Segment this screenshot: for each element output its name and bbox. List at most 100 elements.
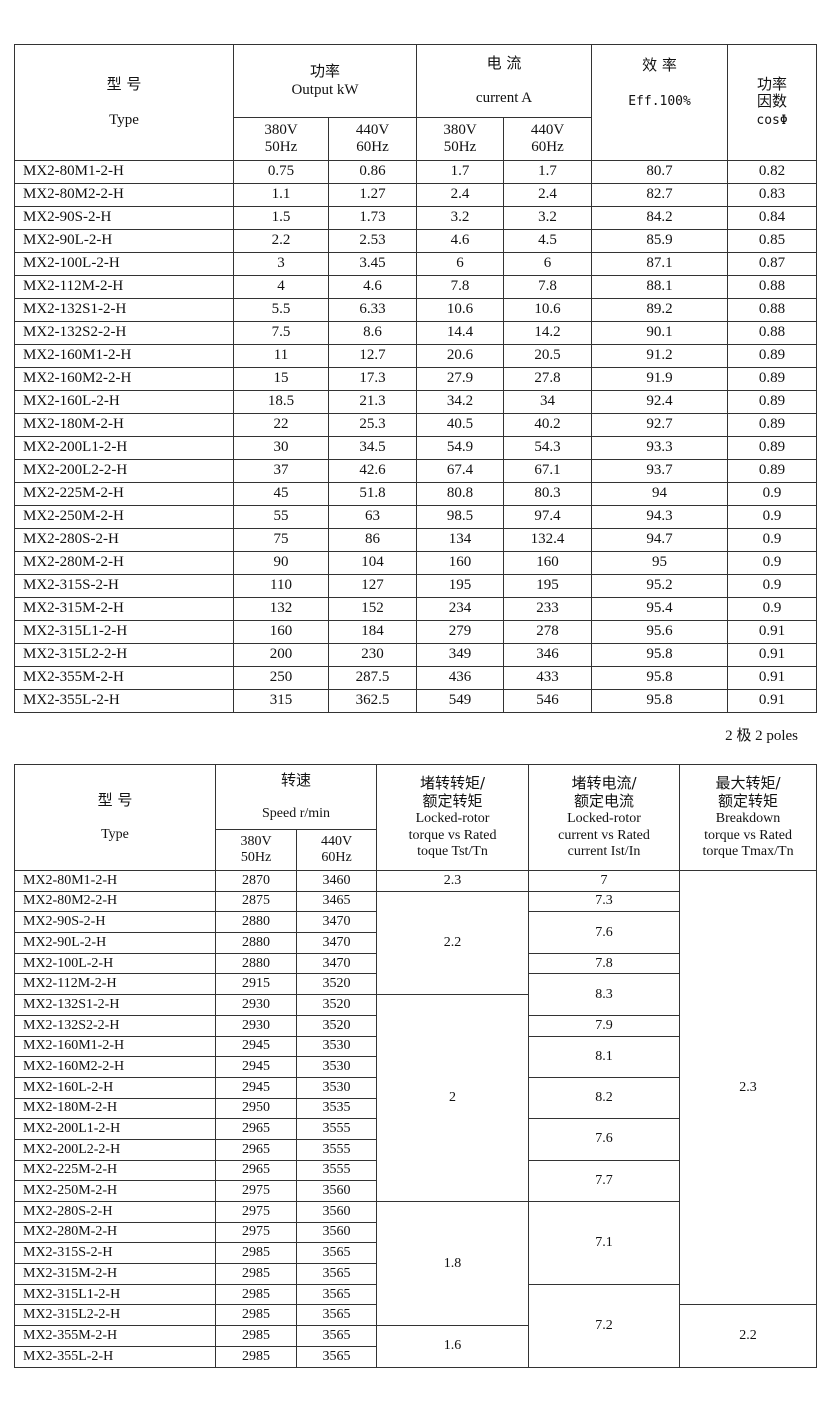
cell-power-factor: 0.9 bbox=[727, 482, 818, 506]
cell-efficiency: 94.7 bbox=[591, 528, 729, 552]
cell-type: MX2-132S1-2-H bbox=[14, 994, 216, 1016]
cell-power-factor: 0.9 bbox=[727, 528, 818, 552]
cell-output-440v: 34.5 bbox=[327, 436, 418, 460]
cell-speed-440v: 3560 bbox=[295, 1201, 378, 1223]
header-current: 电 流 current A bbox=[416, 44, 593, 118]
table-row: MX2-200L1-2-H 30 34.5 54.9 54.3 93.3 0.89 bbox=[14, 436, 818, 460]
cell-type: MX2-112M-2-H bbox=[14, 275, 234, 299]
cell-efficiency: 87.1 bbox=[591, 252, 729, 276]
cell-output-440v: 2.53 bbox=[327, 229, 418, 253]
cell-type: MX2-132S2-2-H bbox=[14, 1014, 216, 1037]
cell-output-380v: 0.75 bbox=[233, 160, 329, 184]
cell-current-380v: 27.9 bbox=[416, 367, 505, 391]
cell-current-440v: 346 bbox=[503, 643, 593, 667]
cell-type: MX2-100L-2-H bbox=[14, 952, 216, 975]
cell-output-380v: 2.2 bbox=[233, 229, 329, 253]
header-speed: 转速 Speed r/min bbox=[214, 764, 378, 830]
cell-type: MX2-80M1-2-H bbox=[14, 870, 216, 892]
cell-output-440v: 86 bbox=[327, 528, 418, 552]
cell-power-factor: 0.89 bbox=[727, 367, 818, 391]
cell-current-380v: 160 bbox=[416, 551, 505, 575]
cell-power-factor: 0.88 bbox=[727, 275, 818, 299]
cell-speed-380v: 2880 bbox=[215, 952, 297, 975]
cell-current-380v: 80.8 bbox=[416, 482, 505, 506]
cell-power-factor: 0.87 bbox=[727, 252, 818, 276]
cell-ist-in: 7.6 bbox=[528, 1118, 681, 1161]
cell-efficiency: 93.3 bbox=[591, 436, 729, 460]
cell-type: MX2-160M2-2-H bbox=[14, 1056, 216, 1078]
cell-power-factor: 0.9 bbox=[727, 505, 818, 529]
cell-power-factor: 0.9 bbox=[727, 551, 818, 575]
cell-speed-440v: 3560 bbox=[295, 1221, 378, 1244]
cell-type: MX2-80M2-2-H bbox=[14, 183, 234, 207]
header-power-factor: 功率因数 cosΦ bbox=[727, 44, 818, 161]
cell-efficiency: 80.7 bbox=[591, 160, 729, 184]
table-row: MX2-160L-2-H 2945 3530 8.2 bbox=[14, 1076, 817, 1120]
header-tmax-tn: 最大转矩/额定转矩 Breakdown torque vs Rated torque … bbox=[679, 764, 818, 871]
cell-speed-380v: 2985 bbox=[215, 1283, 297, 1306]
cell-power-factor: 0.88 bbox=[727, 321, 818, 345]
cell-power-factor: 0.83 bbox=[727, 183, 818, 207]
cell-current-440v: 34 bbox=[503, 390, 593, 414]
cell-power-factor: 0.89 bbox=[727, 413, 818, 437]
cell-output-440v: 12.7 bbox=[327, 344, 418, 368]
cell-speed-440v: 3555 bbox=[295, 1159, 378, 1182]
table-row: MX2-160L-2-H 18.5 21.3 34.2 34 92.4 0.89 bbox=[14, 390, 818, 414]
table-row: MX2-80M2-2-H 1.1 1.27 2.4 2.4 82.7 0.83 bbox=[14, 183, 818, 207]
cell-current-440v: 195 bbox=[503, 574, 593, 598]
cell-output-440v: 4.6 bbox=[327, 275, 418, 299]
cell-speed-440v: 3470 bbox=[295, 932, 378, 954]
cell-ist-in: 7.7 bbox=[528, 1159, 681, 1203]
cell-current-440v: 2.4 bbox=[503, 183, 593, 207]
cell-efficiency: 95.6 bbox=[591, 620, 729, 644]
cell-efficiency: 95.8 bbox=[591, 689, 729, 713]
cell-power-factor: 0.91 bbox=[727, 666, 818, 690]
cell-output-440v: 127 bbox=[327, 574, 418, 598]
cell-efficiency: 95.4 bbox=[591, 597, 729, 621]
cell-output-440v: 42.6 bbox=[327, 459, 418, 483]
cell-current-440v: 67.1 bbox=[503, 459, 593, 483]
cell-speed-380v: 2965 bbox=[215, 1138, 297, 1161]
table-row: MX2-225M-2-H 45 51.8 80.8 80.3 94 0.9 bbox=[14, 482, 818, 506]
cell-current-380v: 40.5 bbox=[416, 413, 505, 437]
cell-power-factor: 0.91 bbox=[727, 620, 818, 644]
header-output: 功率 Output kW bbox=[232, 44, 418, 118]
cell-type: MX2-200L1-2-H bbox=[14, 1118, 216, 1140]
cell-output-440v: 8.6 bbox=[327, 321, 418, 345]
cell-output-380v: 132 bbox=[233, 597, 329, 621]
cell-speed-380v: 2945 bbox=[215, 1035, 297, 1058]
cell-output-440v: 6.33 bbox=[327, 298, 418, 322]
table-row: MX2-180M-2-H 2950 3535 bbox=[14, 1097, 817, 1120]
cell-output-440v: 3.45 bbox=[327, 252, 418, 276]
cell-speed-440v: 3520 bbox=[295, 973, 378, 996]
cell-current-440v: 40.2 bbox=[503, 413, 593, 437]
cell-output-440v: 1.73 bbox=[327, 206, 418, 230]
cell-speed-440v: 3565 bbox=[295, 1345, 378, 1368]
cell-tst-tn: 2.3 bbox=[376, 870, 530, 892]
cell-type: MX2-280M-2-H bbox=[14, 551, 234, 575]
cell-speed-380v: 2945 bbox=[215, 1076, 297, 1099]
table-row: MX2-355M-2-H 250 287.5 436 433 95.8 0.91 bbox=[14, 666, 818, 690]
cell-efficiency: 94 bbox=[591, 482, 729, 506]
table-row: MX2-200L1-2-H 2965 3555 7.6 bbox=[14, 1118, 817, 1161]
table-row: MX2-160M1-2-H 11 12.7 20.6 20.5 91.2 0.89 bbox=[14, 344, 818, 368]
cell-power-factor: 0.88 bbox=[727, 298, 818, 322]
cell-output-440v: 104 bbox=[327, 551, 418, 575]
cell-speed-440v: 3460 bbox=[295, 870, 378, 892]
cell-output-380v: 45 bbox=[233, 482, 329, 506]
cell-type: MX2-80M1-2-H bbox=[14, 160, 234, 184]
header-440v: 440V 60Hz bbox=[503, 117, 593, 161]
table-row: MX2-200L2-2-H 37 42.6 67.4 67.1 93.7 0.89 bbox=[14, 459, 818, 483]
cell-current-380v: 20.6 bbox=[416, 344, 505, 368]
header-440v: 440V 60Hz bbox=[327, 117, 418, 161]
cell-type: MX2-315L2-2-H bbox=[14, 1304, 216, 1327]
cell-tst-tn: 1.8 bbox=[376, 1200, 530, 1327]
cell-power-factor: 0.91 bbox=[727, 689, 818, 713]
header-type: 型 号 Type bbox=[14, 44, 234, 161]
cell-ist-in: 8.1 bbox=[528, 1035, 681, 1078]
cell-type: MX2-132S1-2-H bbox=[14, 298, 234, 322]
cell-power-factor: 0.9 bbox=[727, 574, 818, 598]
table-row: MX2-250M-2-H 2975 3560 bbox=[14, 1180, 817, 1202]
cell-type: MX2-355M-2-H bbox=[14, 1325, 216, 1347]
cell-output-440v: 184 bbox=[327, 620, 418, 644]
